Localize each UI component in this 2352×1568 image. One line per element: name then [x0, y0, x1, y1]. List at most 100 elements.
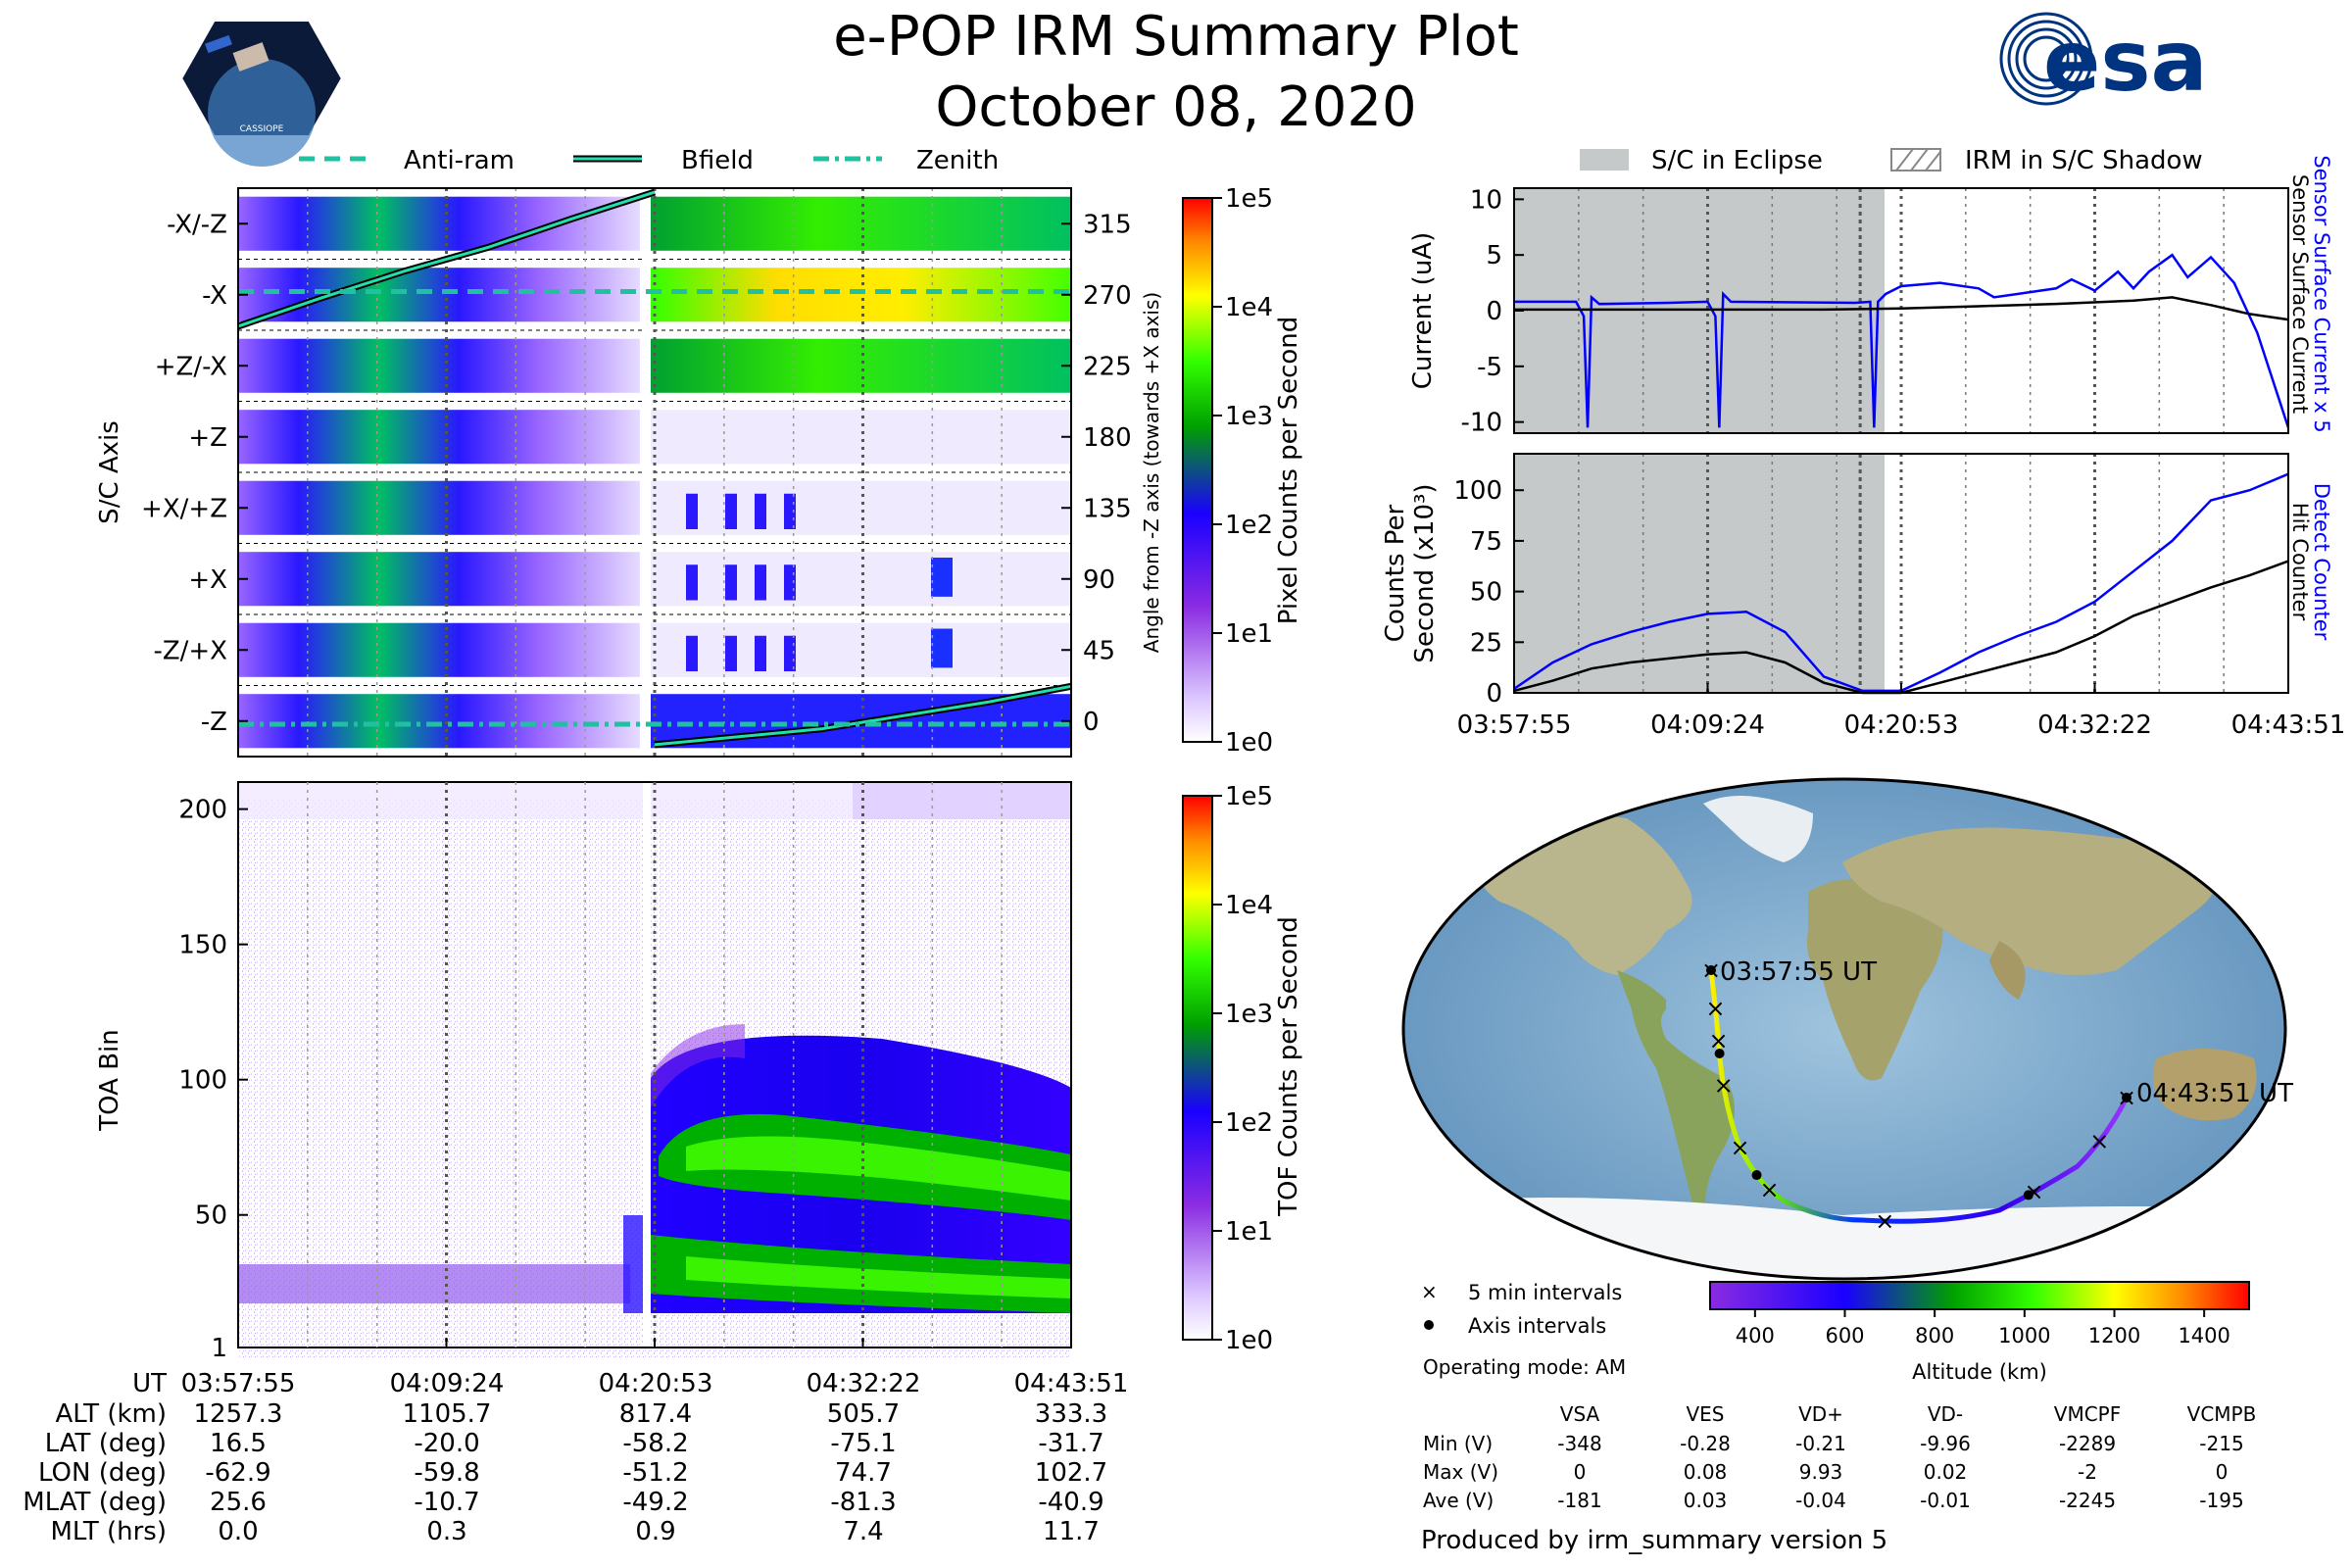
ground-track-map: ×××××××××× 03:57:55 UT 04:43:51 UT: [1401, 777, 2293, 1281]
pixel-axis-label: -X: [202, 281, 227, 311]
pixel-frame: [237, 187, 1072, 758]
voltage-value: -181: [1557, 1489, 1601, 1512]
counts-right-label-black: Hit Counter: [2288, 503, 2312, 621]
time-tick-label: 04:09:24: [390, 1369, 505, 1398]
pixel-blob: [686, 635, 698, 671]
series-line: [1514, 296, 2289, 321]
pixel-band-post: [651, 622, 1071, 677]
y-tick-label: -5: [1477, 353, 1502, 382]
voltage-value: -2: [2078, 1460, 2097, 1484]
tof-colorbar-tick: 1e0: [1225, 1326, 1273, 1355]
pixel-blob: [686, 493, 698, 529]
pixel-colorbar-tick: 1e0: [1225, 728, 1273, 758]
altitude-tick: 600: [1825, 1324, 1864, 1348]
ut-label: UT: [132, 1369, 167, 1398]
esa-logo: esa: [1999, 12, 2208, 111]
voltage-value: 0.02: [1924, 1460, 1968, 1484]
operating-mode: Operating mode: AM: [1423, 1355, 1626, 1379]
pixel-colorbar-tick: 1e2: [1225, 511, 1273, 540]
tof-axis-tick: 100: [178, 1066, 227, 1096]
pixel-blob: [931, 628, 953, 668]
tof-colorbar-tick: 1e1: [1225, 1217, 1273, 1247]
pixel-rows: [238, 188, 1071, 757]
y-tick-label: 5: [1486, 241, 1502, 270]
pixel-angle-label: 45: [1083, 636, 1115, 665]
voltage-value: -348: [1557, 1432, 1601, 1455]
pixel-band-post: [651, 268, 1071, 322]
ground-track: [1708, 969, 2130, 1224]
altitude-tick: 1200: [2088, 1324, 2140, 1348]
pixel-colorbar-tick: 1e5: [1225, 184, 1273, 214]
counts-ylabel-2: Second (x10³): [1410, 483, 1440, 662]
legend-bfield: Bfield: [681, 146, 754, 175]
ephemeris-row-label: LON (deg): [38, 1458, 167, 1488]
five-min-marker: ×: [1705, 995, 1725, 1022]
current-panel: 10 5 0 -5 -10 Current (uA) Sensor Surface Cu…: [1408, 155, 2333, 437]
pixel-blob: [931, 558, 953, 597]
pixel-ylabel: S/C Axis: [95, 420, 124, 524]
pixel-axis-label: +X: [188, 565, 227, 595]
counts-right-label-blue: Detect Counter: [2310, 483, 2333, 641]
pixel-band-post: [651, 480, 1071, 535]
voltage-value: 0: [1574, 1460, 1587, 1484]
time-tick-label: 04:20:53: [599, 1369, 713, 1398]
dot-marker-icon: [1424, 1320, 1434, 1330]
pixel-blob: [755, 493, 766, 529]
tof-axis-tick: 1: [211, 1334, 227, 1363]
voltage-table: VSA VES VD+ VD- VMCPF VCMPB Min (V) -348 -0.28 -0…: [1423, 1402, 2256, 1512]
ephemeris-value: -62.9: [205, 1458, 270, 1488]
five-min-marker: ×: [1875, 1207, 1894, 1235]
altitude-tick: 800: [1915, 1324, 1954, 1348]
page-date: October 08, 2020: [935, 75, 1416, 139]
pixel-blob: [755, 635, 766, 671]
counts-time-tick: 03:57:55: [1457, 710, 1572, 740]
y-tick-label: 50: [1470, 578, 1502, 608]
ephemeris-value: 0.9: [635, 1517, 675, 1546]
counts-time-tick: 04:43:51: [2231, 710, 2346, 740]
voltage-header: VCMPB: [2187, 1402, 2257, 1426]
pixel-blob: [755, 564, 766, 601]
pixel-right-ylabel: Angle from -Z axis (towards +X axis): [1140, 292, 1163, 653]
voltage-value: -0.04: [1795, 1489, 1846, 1512]
pixel-band-post: [651, 196, 1071, 251]
ephemeris-value: -31.7: [1038, 1429, 1103, 1458]
pixel-blob: [725, 564, 737, 601]
pixel-colorbar-tick: 1e3: [1225, 402, 1273, 431]
pixel-panel: -X/-Z -X +Z/-X +Z +X/+Z +X -Z/+X -Z 315 270 225 180…: [95, 187, 1163, 758]
ephemeris-value: 333.3: [1035, 1399, 1107, 1429]
tof-low-band: [238, 1264, 630, 1303]
legend-axis: Axis intervals: [1468, 1314, 1606, 1338]
y-tick-label: 100: [1453, 476, 1502, 506]
line-legend: Anti-ram Bfield Zenith: [299, 146, 999, 175]
ephemeris-row-label: MLAT (deg): [23, 1488, 167, 1517]
pixel-band: [238, 410, 640, 465]
voltage-row-label: Min (V): [1423, 1432, 1493, 1455]
ephemeris-value: -59.8: [414, 1458, 479, 1488]
pixel-angle-label: 0: [1083, 708, 1100, 737]
legend-anti-ram: Anti-ram: [404, 146, 514, 175]
counts-panel: 100 75 50 25 0 Counts Per Second (x10³) Dete…: [1381, 453, 2346, 740]
map-end-label: 04:43:51 UT: [2136, 1079, 2293, 1108]
ephemeris-row-label: ALT (km): [55, 1399, 167, 1429]
voltage-value: -0.01: [1920, 1489, 1971, 1512]
ephemeris-table: UT 03:57:55 04:09:24 04:20:53 04:32:22 04:43…: [23, 1369, 1128, 1546]
pixel-angle-label: 180: [1083, 423, 1132, 453]
ephemeris-value: 11.7: [1043, 1517, 1100, 1546]
current-right-label-black: Sensor Surface Current: [2288, 174, 2312, 414]
y-tick-label: 25: [1470, 628, 1502, 658]
legend-eclipse: S/C in Eclipse: [1651, 146, 1823, 175]
ephemeris-value: 74.7: [835, 1458, 892, 1488]
pixel-band: [238, 552, 640, 607]
pixel-band: [238, 480, 640, 535]
voltage-value: -9.96: [1920, 1432, 1971, 1455]
five-min-marker: ×: [1759, 1176, 1779, 1203]
pixel-band: [238, 268, 640, 322]
counts-time-tick: 04:20:53: [1844, 710, 1959, 740]
pixel-band-post: [651, 552, 1071, 607]
voltage-value: -2245: [2059, 1489, 2116, 1512]
ephemeris-value: -20.0: [414, 1429, 479, 1458]
time-tick-label: 04:43:51: [1014, 1369, 1129, 1398]
tof-colorbar: 1e5 1e4 1e3 1e2 1e1 1e0 TOF Counts per Second: [1182, 782, 1303, 1355]
ephemeris-value: 7.4: [843, 1517, 883, 1546]
